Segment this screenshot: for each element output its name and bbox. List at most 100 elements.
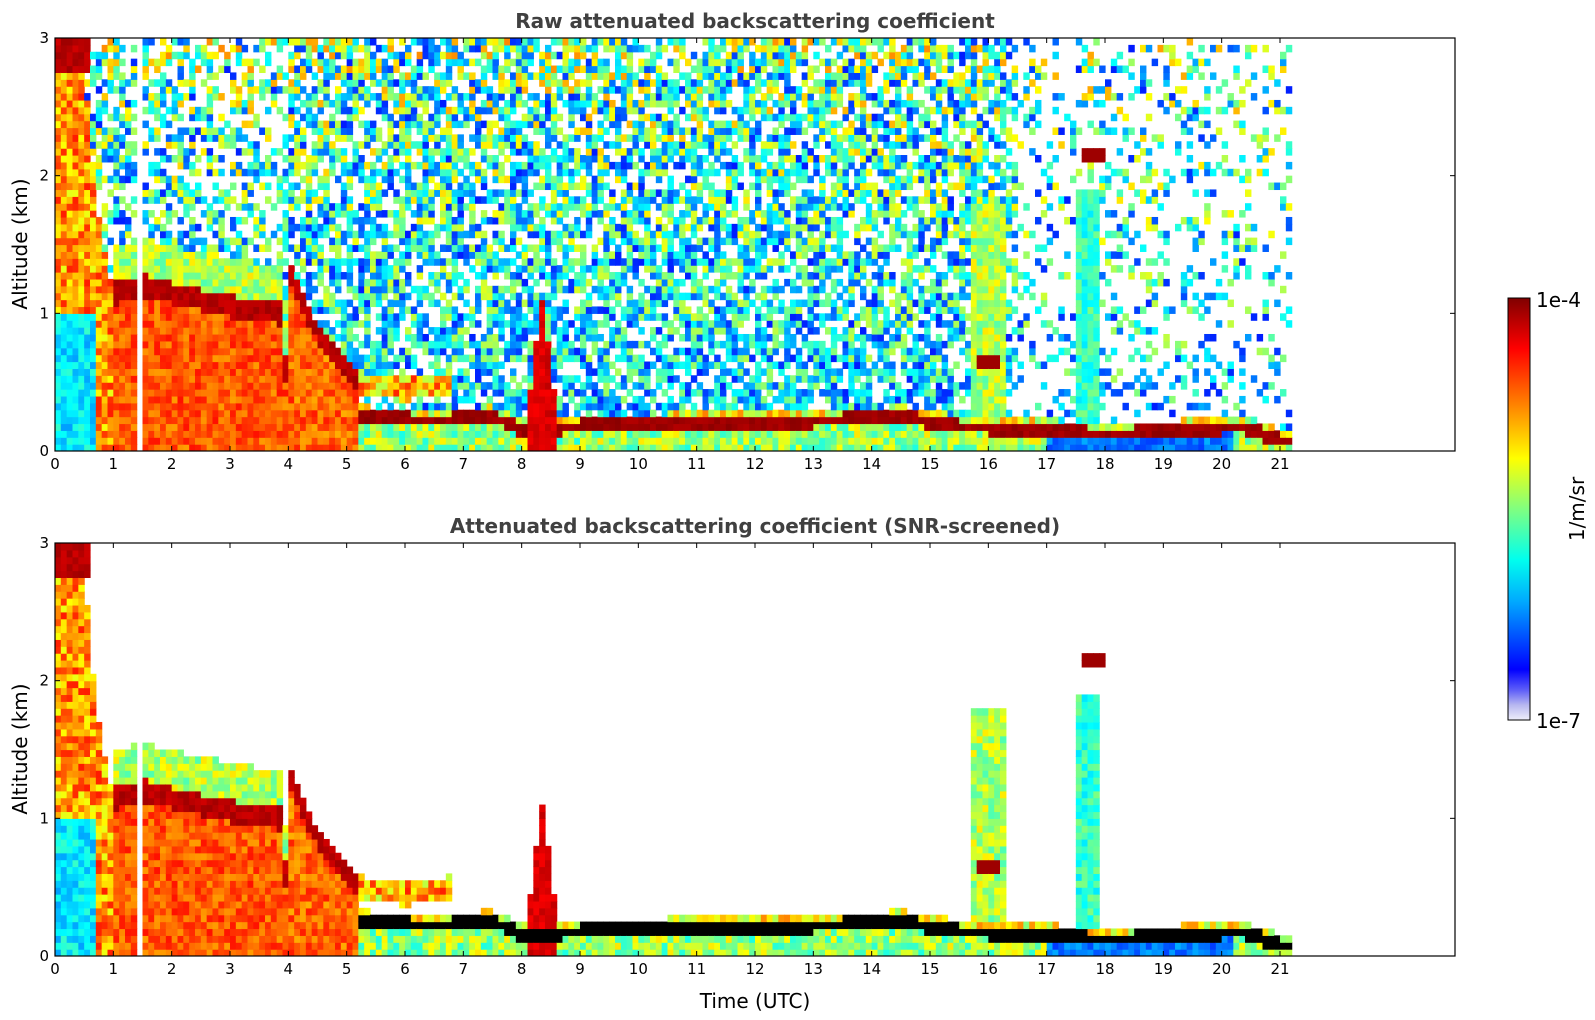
heatmap-cell [317,265,324,273]
heatmap-cell [620,79,628,87]
heatmap-cell [539,148,546,156]
heatmap-cell [95,120,103,129]
heatmap-cell [393,382,400,390]
heatmap-cell [212,354,219,363]
heatmap-cell [685,416,692,425]
heatmap-cell [638,292,645,301]
heatmap-cell [545,113,552,122]
heatmap-cell [352,141,359,149]
heatmap-cell [399,389,406,397]
heatmap-cell [620,72,628,80]
heatmap-cell [364,333,371,342]
heatmap-cell [206,65,214,74]
heatmap-cell [165,361,173,369]
heatmap-cell [270,423,278,431]
heatmap-cell [60,223,68,232]
heatmap-cell [504,155,511,163]
heatmap-cell [113,395,120,404]
heatmap-cell [195,361,202,369]
heatmap-cell [480,409,488,418]
heatmap-cell [259,86,266,94]
heatmap-cell [591,395,599,404]
heatmap-cell [556,444,564,451]
heatmap-cell [276,430,284,438]
heatmap-cell [346,395,354,404]
heatmap-cell [224,292,231,301]
heatmap-cell [130,430,138,438]
heatmap-cell [416,210,424,218]
heatmap-cell [364,395,371,404]
heatmap-cell [638,113,645,122]
heatmap-cell [323,93,330,101]
heatmap-cell [72,72,79,80]
heatmap-cell [685,203,692,211]
heatmap-cell [101,320,109,328]
heatmap-cell [667,148,674,156]
heatmap-cell [60,93,68,101]
heatmap-cell [55,437,62,445]
heatmap-cell [265,272,272,280]
heatmap-cell [650,251,657,259]
heatmap-cell [562,168,569,177]
heatmap-cell [206,86,214,94]
heatmap-cell [72,216,79,225]
heatmap-cell [340,134,348,142]
heatmap-cell [95,99,103,108]
heatmap-cell [451,320,459,328]
heatmap-cell [160,361,167,369]
heatmap-cell [235,99,243,108]
heatmap-cell [346,182,354,191]
heatmap-cell [480,120,488,129]
heatmap-cell [562,141,569,149]
heatmap-cell [352,44,359,53]
heatmap-cell [626,237,634,246]
heatmap-cell [603,292,610,301]
heatmap-cell [615,168,622,177]
heatmap-cell [247,168,254,177]
heatmap-cell [591,99,599,108]
heatmap-cell [620,99,628,108]
heatmap-cell [84,285,91,294]
heatmap-cell [410,437,418,445]
heatmap-cell [475,168,482,177]
heatmap-cell [346,333,354,342]
heatmap-cell [195,347,202,356]
heatmap-cell [317,437,324,445]
heatmap-cell [550,423,558,431]
heatmap-cell [241,272,249,280]
heatmap-cell [568,395,575,404]
heatmap-cell [148,161,155,170]
heatmap-cell [282,327,289,335]
heatmap-cell [685,292,692,301]
heatmap-cell [270,278,278,287]
heatmap-cell [270,168,278,177]
heatmap-cell [177,51,184,60]
heatmap-cell [335,389,342,397]
heatmap-cell [55,375,62,383]
heatmap-cell [265,333,272,342]
heatmap-cell [119,327,126,335]
heatmap-cell [78,265,85,273]
heatmap-cell [626,437,634,445]
heatmap-cell [585,395,593,404]
heatmap-cell [259,327,266,335]
heatmap-cell [521,58,529,67]
heatmap-cell [457,437,464,445]
heatmap-cell [235,258,243,266]
heatmap-cell [177,148,184,156]
heatmap-cell [130,437,138,445]
heatmap-cell [393,444,400,451]
heatmap-cell [171,430,179,438]
heatmap-cell [521,38,529,46]
heatmap-cell [655,155,663,163]
heatmap-cell [206,210,214,218]
heatmap-cell [90,416,97,425]
heatmap-cell [195,437,202,445]
heatmap-cell [107,141,114,149]
heatmap-cell [195,354,202,363]
heatmap-cell [235,430,243,438]
heatmap-cell [463,340,470,349]
heatmap-cell [346,134,354,142]
heatmap-cell [235,93,243,101]
heatmap-cell [66,237,74,246]
